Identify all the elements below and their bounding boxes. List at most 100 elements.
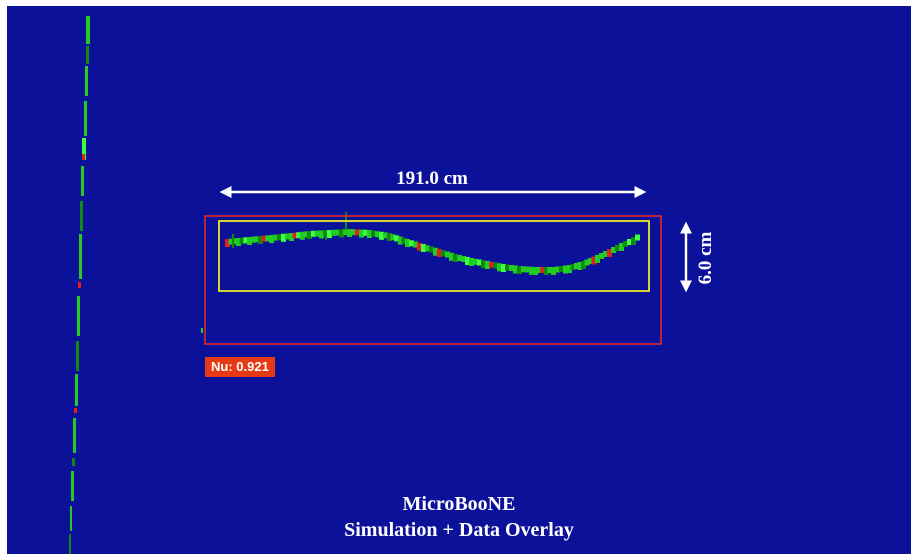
length-label: 191.0 cm <box>396 168 468 189</box>
track-hit <box>413 241 418 248</box>
track-hit <box>599 253 604 259</box>
height-label: 6.0 cm <box>695 231 716 284</box>
track-hit <box>449 252 454 261</box>
track-hit <box>383 232 388 239</box>
track-hit <box>577 262 583 270</box>
track-hit <box>417 242 422 251</box>
track-hit <box>228 238 234 245</box>
track-hit <box>74 408 77 413</box>
track-hit <box>433 247 438 256</box>
track-hit <box>581 261 586 269</box>
track-hit <box>72 458 75 466</box>
caption-experiment: MicroBooNE <box>402 493 516 515</box>
track-hit <box>387 233 392 241</box>
track-hit <box>375 231 380 238</box>
track-hit <box>595 255 600 263</box>
track-hit <box>409 240 414 247</box>
track-hit <box>405 239 410 247</box>
track-hit <box>505 264 510 271</box>
track-hit <box>485 261 490 269</box>
track-hit <box>347 229 352 237</box>
track-hit <box>70 506 72 531</box>
track-hit <box>281 233 286 242</box>
track-hit <box>73 418 76 453</box>
track-hit <box>425 245 430 252</box>
track-hit <box>363 229 368 236</box>
track-hit <box>607 249 612 257</box>
track-hit <box>250 236 256 243</box>
track-hit <box>82 154 85 160</box>
track-hit <box>489 261 494 268</box>
track-hit <box>379 231 384 240</box>
track-hit <box>521 266 526 273</box>
track-hit <box>254 236 260 243</box>
event-display-svg: 191.0 cm 6.0 cm <box>69 16 716 554</box>
track-hit <box>315 230 320 237</box>
track-hit <box>574 263 579 269</box>
track-hit <box>80 201 83 231</box>
track-hit <box>243 237 249 244</box>
track-hit <box>359 229 364 238</box>
track-hit <box>477 259 482 266</box>
track-hit <box>570 264 576 270</box>
track-hit <box>437 249 442 257</box>
track-hit <box>469 258 474 266</box>
track-hit <box>232 234 234 248</box>
track-hit <box>397 236 403 245</box>
track-hit <box>292 232 298 239</box>
track-hit <box>296 232 302 239</box>
track-hit <box>225 239 230 247</box>
caption-subtitle: Simulation + Data Overlay <box>344 519 574 541</box>
track-hit <box>311 230 316 237</box>
track-hit <box>551 267 556 275</box>
track-hit <box>78 282 81 288</box>
track-hit <box>567 265 572 273</box>
track-hit <box>319 230 324 239</box>
track-hit <box>261 235 267 242</box>
track-hit <box>325 230 327 240</box>
outer-bounding-box <box>204 215 662 345</box>
track-hit <box>367 230 372 238</box>
track-hit <box>481 260 486 269</box>
track-hit <box>517 266 522 274</box>
track-hit <box>509 265 514 271</box>
track-hit <box>265 235 271 242</box>
track-hit <box>335 229 340 236</box>
track-hit <box>77 296 80 336</box>
track-hit <box>533 267 538 275</box>
track-hit <box>401 237 407 244</box>
track-hit <box>540 267 546 273</box>
track-hit <box>327 230 332 238</box>
track-hit <box>82 138 86 160</box>
score-badge: Nu: 0.921 <box>205 357 275 377</box>
track-hit <box>76 341 79 371</box>
track-hit <box>529 266 534 275</box>
stray-hit <box>201 328 203 333</box>
track-hit <box>441 250 446 257</box>
track-hit <box>307 231 312 239</box>
track-hit <box>343 229 348 236</box>
track-hit <box>635 234 640 241</box>
track-hit <box>584 259 590 266</box>
track-hit <box>555 266 560 273</box>
track-hit <box>547 267 553 273</box>
track-hit <box>445 251 450 258</box>
track-hit <box>611 247 616 253</box>
track-hit <box>591 256 597 265</box>
track-hit <box>81 166 84 196</box>
track-hit <box>339 229 344 238</box>
track-hit <box>563 265 568 274</box>
cosmic-track <box>69 16 90 554</box>
track-hit <box>493 262 498 269</box>
track-hit <box>461 256 466 262</box>
track-hit <box>588 258 593 264</box>
track-hit <box>269 235 274 243</box>
track-hit <box>623 241 628 247</box>
track-hit <box>258 236 263 244</box>
track-hit <box>525 266 530 273</box>
track-hit <box>289 233 294 241</box>
track-hit <box>473 258 478 265</box>
track-hit <box>421 244 426 252</box>
inner-bounding-box <box>218 220 650 292</box>
track-hit <box>603 251 608 257</box>
